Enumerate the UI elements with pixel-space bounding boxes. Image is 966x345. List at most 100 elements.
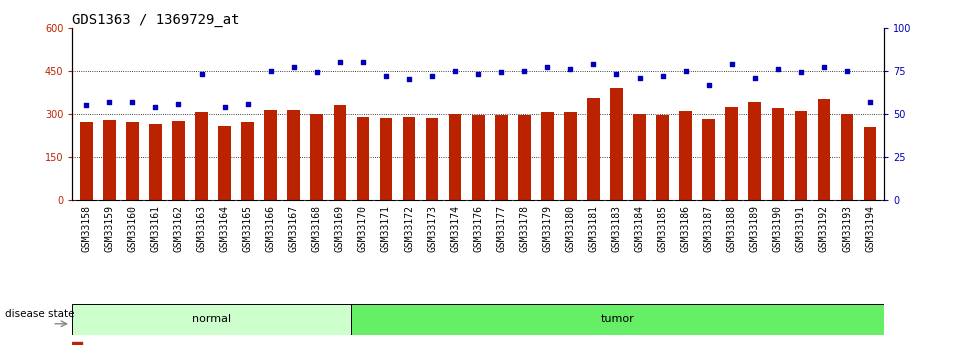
Bar (242, 122, 254, 200)
Bar (195, 112, 208, 200)
Bar (864, 127, 876, 200)
Text: GSM33159: GSM33159 (104, 205, 114, 252)
Text: GSM33184: GSM33184 (635, 205, 644, 252)
Text: GSM33160: GSM33160 (128, 205, 137, 252)
Bar (587, 98, 600, 200)
Text: GSM33191: GSM33191 (796, 205, 806, 252)
Bar (218, 126, 231, 200)
Point (125, 99, 140, 105)
Text: GDS1363 / 1369729_at: GDS1363 / 1369729_at (72, 12, 240, 27)
Point (678, 68, 694, 73)
Point (494, 70, 509, 75)
Text: GSM33158: GSM33158 (81, 205, 91, 252)
Bar (679, 111, 692, 200)
Bar (351, 304, 884, 335)
Point (770, 66, 785, 72)
Bar (72, 304, 351, 335)
Point (217, 104, 233, 110)
Bar (725, 107, 738, 200)
Text: GSM33177: GSM33177 (497, 205, 506, 252)
Text: GSM33181: GSM33181 (588, 205, 598, 252)
Text: GSM33166: GSM33166 (266, 205, 275, 252)
Text: GSM33180: GSM33180 (565, 205, 576, 252)
Point (78, 102, 94, 108)
Bar (356, 117, 369, 200)
Text: GSM33186: GSM33186 (681, 205, 691, 252)
Bar (541, 112, 554, 200)
Text: GSM33174: GSM33174 (450, 205, 460, 252)
Text: GSM33189: GSM33189 (750, 205, 760, 252)
Point (194, 71, 210, 77)
Point (609, 71, 624, 77)
Point (101, 99, 117, 105)
Text: GSM33170: GSM33170 (358, 205, 368, 252)
Point (517, 68, 532, 73)
Point (401, 77, 416, 82)
Point (148, 104, 163, 110)
Text: GSM33169: GSM33169 (335, 205, 345, 252)
Text: GSM33192: GSM33192 (819, 205, 829, 252)
Point (540, 65, 555, 70)
Bar (149, 124, 161, 200)
Bar (702, 119, 715, 200)
Bar (564, 112, 577, 200)
Text: normal: normal (192, 314, 231, 324)
Text: GSM33171: GSM33171 (381, 205, 391, 252)
Text: GSM33168: GSM33168 (312, 205, 322, 252)
Bar (471, 115, 485, 200)
Point (655, 73, 670, 79)
Point (585, 61, 601, 67)
Bar (126, 122, 139, 200)
Text: GSM33187: GSM33187 (703, 205, 714, 252)
Bar (772, 108, 784, 200)
Bar (749, 102, 761, 200)
Bar (103, 120, 116, 200)
Point (724, 61, 740, 67)
Bar (403, 117, 415, 200)
Text: GSM33194: GSM33194 (866, 205, 875, 252)
Text: GSM33190: GSM33190 (773, 205, 782, 252)
Text: GSM33161: GSM33161 (151, 205, 160, 252)
Point (747, 75, 762, 80)
Point (332, 59, 348, 65)
Bar (310, 114, 324, 200)
Text: GSM33172: GSM33172 (404, 205, 414, 252)
Point (263, 68, 278, 73)
Point (286, 65, 301, 70)
Point (816, 65, 832, 70)
Bar (633, 114, 646, 200)
Text: GSM33176: GSM33176 (473, 205, 483, 252)
Point (632, 75, 647, 80)
Point (863, 99, 878, 105)
Bar (840, 114, 853, 200)
Point (793, 70, 809, 75)
Text: GSM33178: GSM33178 (520, 205, 529, 252)
Text: GSM33167: GSM33167 (289, 205, 298, 252)
Bar (518, 115, 530, 200)
Text: GSM33183: GSM33183 (611, 205, 621, 252)
Bar (426, 118, 439, 200)
Text: tumor: tumor (601, 314, 634, 324)
Text: GSM33185: GSM33185 (658, 205, 668, 252)
Text: GSM33164: GSM33164 (219, 205, 230, 252)
Bar (449, 114, 462, 200)
Bar (172, 121, 185, 200)
Point (424, 73, 440, 79)
Bar (288, 110, 300, 200)
Bar (495, 115, 507, 200)
Text: GSM33179: GSM33179 (542, 205, 553, 252)
Point (562, 66, 578, 72)
Text: GSM33162: GSM33162 (174, 205, 184, 252)
Point (355, 59, 371, 65)
Bar (817, 99, 831, 200)
Point (379, 73, 394, 79)
Point (309, 70, 325, 75)
Point (701, 82, 717, 87)
Point (171, 101, 186, 106)
Point (470, 71, 486, 77)
Bar (333, 105, 346, 200)
Text: GSM33193: GSM33193 (842, 205, 852, 252)
Point (447, 68, 463, 73)
Bar (380, 118, 392, 200)
Text: GSM33163: GSM33163 (196, 205, 207, 252)
